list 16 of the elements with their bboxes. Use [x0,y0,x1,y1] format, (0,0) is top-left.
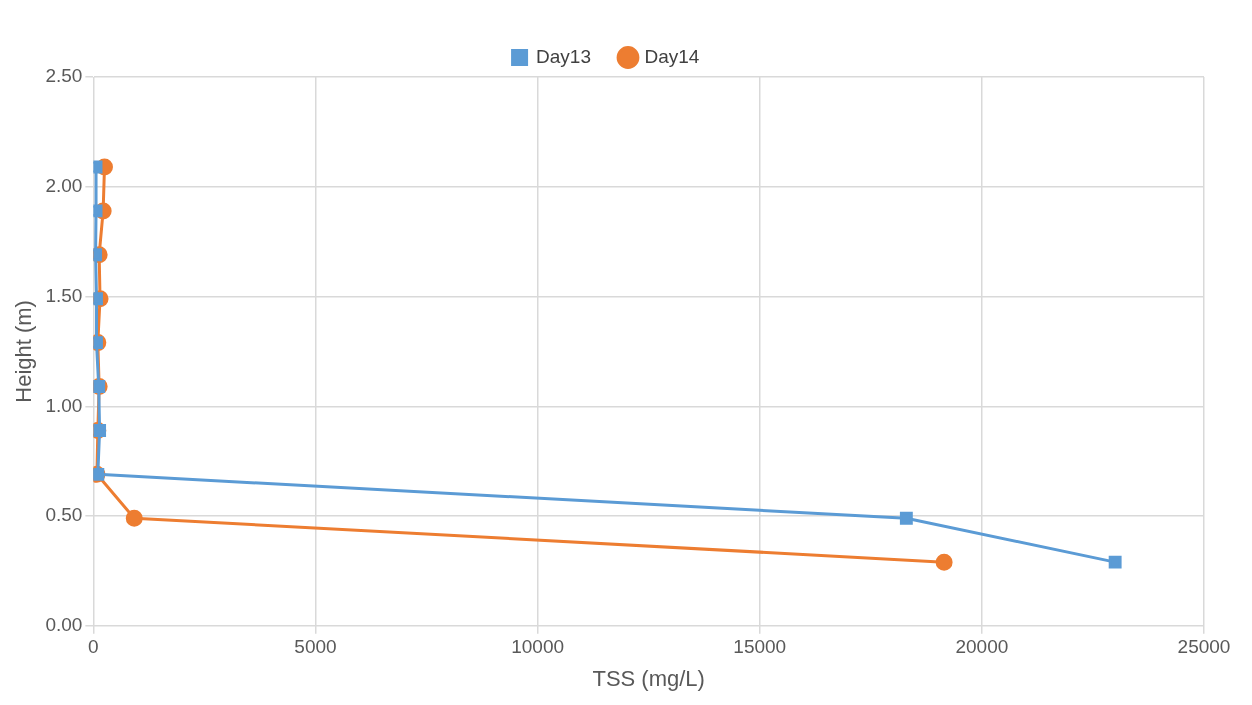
legend-label: Day14 [644,45,700,67]
x-tick-label: 0 [88,636,99,658]
y-tick-label: 1.50 [45,284,83,306]
x-tick-label: 5000 [294,636,337,658]
y-axis-title: Height (m) [11,300,37,403]
y-tick-label: 1.00 [45,394,83,416]
y-tick-label: 0.00 [45,614,83,636]
y-tick-label: 2.00 [45,174,83,196]
legend-label: Day13 [536,45,591,67]
x-axis-title: TSS (mg/L) [592,665,705,691]
y-tick-label: 2.50 [45,65,83,87]
x-tick-label: 15000 [733,636,787,658]
x-tick-label: 10000 [511,636,565,658]
x-tick-label: 25000 [1177,636,1231,658]
y-tick-label: 0.50 [45,504,83,526]
x-tick-label: 20000 [955,636,1009,658]
